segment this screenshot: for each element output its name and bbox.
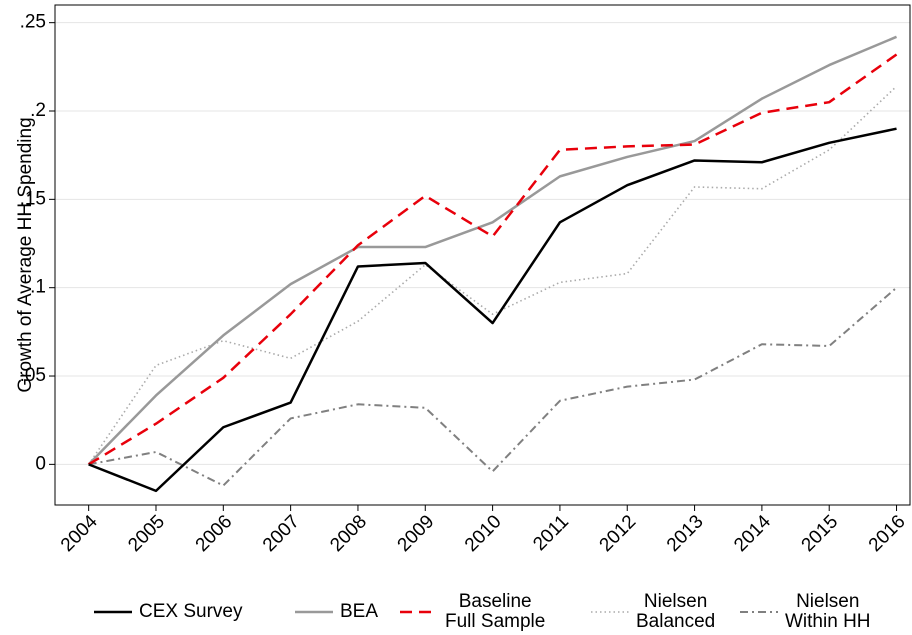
series-line (88, 127, 897, 493)
x-tick-label: 2015 (798, 511, 843, 556)
y-tick-label: 0 (35, 453, 46, 474)
legend-label: Nielsen Within HH (785, 591, 871, 632)
y-tick-label: .15 (20, 188, 46, 209)
x-tick-label: 2012 (596, 511, 641, 556)
y-tick-label: .1 (30, 277, 46, 298)
x-tick-label: 2008 (326, 511, 371, 556)
y-tick-label: .25 (20, 12, 46, 33)
x-tick-label: 2006 (192, 511, 237, 556)
y-tick-label: .05 (20, 365, 46, 386)
series-line (87, 35, 898, 466)
x-tick-label: 2010 (461, 511, 506, 556)
legend-label: BEA (340, 601, 379, 622)
series-line (88, 286, 898, 487)
x-tick-label: 2009 (394, 511, 439, 556)
x-tick-label: 2007 (259, 511, 304, 556)
plot-frame (54, 4, 911, 506)
x-tick-label: 2014 (730, 511, 775, 556)
series-line (88, 53, 898, 466)
x-tick-label: 2004 (57, 511, 102, 556)
x-tick-label: 2011 (529, 511, 573, 555)
y-axis-label: Growth of Average HH Spending (15, 117, 36, 392)
legend-label: CEX Survey (139, 601, 243, 622)
x-tick-label: 2013 (663, 511, 708, 556)
x-tick-label: 2005 (124, 511, 169, 556)
series-line (87, 85, 898, 465)
x-tick-label: 2016 (865, 511, 910, 556)
legend-label: Nielsen Balanced (636, 591, 716, 632)
y-tick-label: .2 (30, 100, 46, 121)
legend-label: Baseline Full Sample (445, 591, 546, 632)
